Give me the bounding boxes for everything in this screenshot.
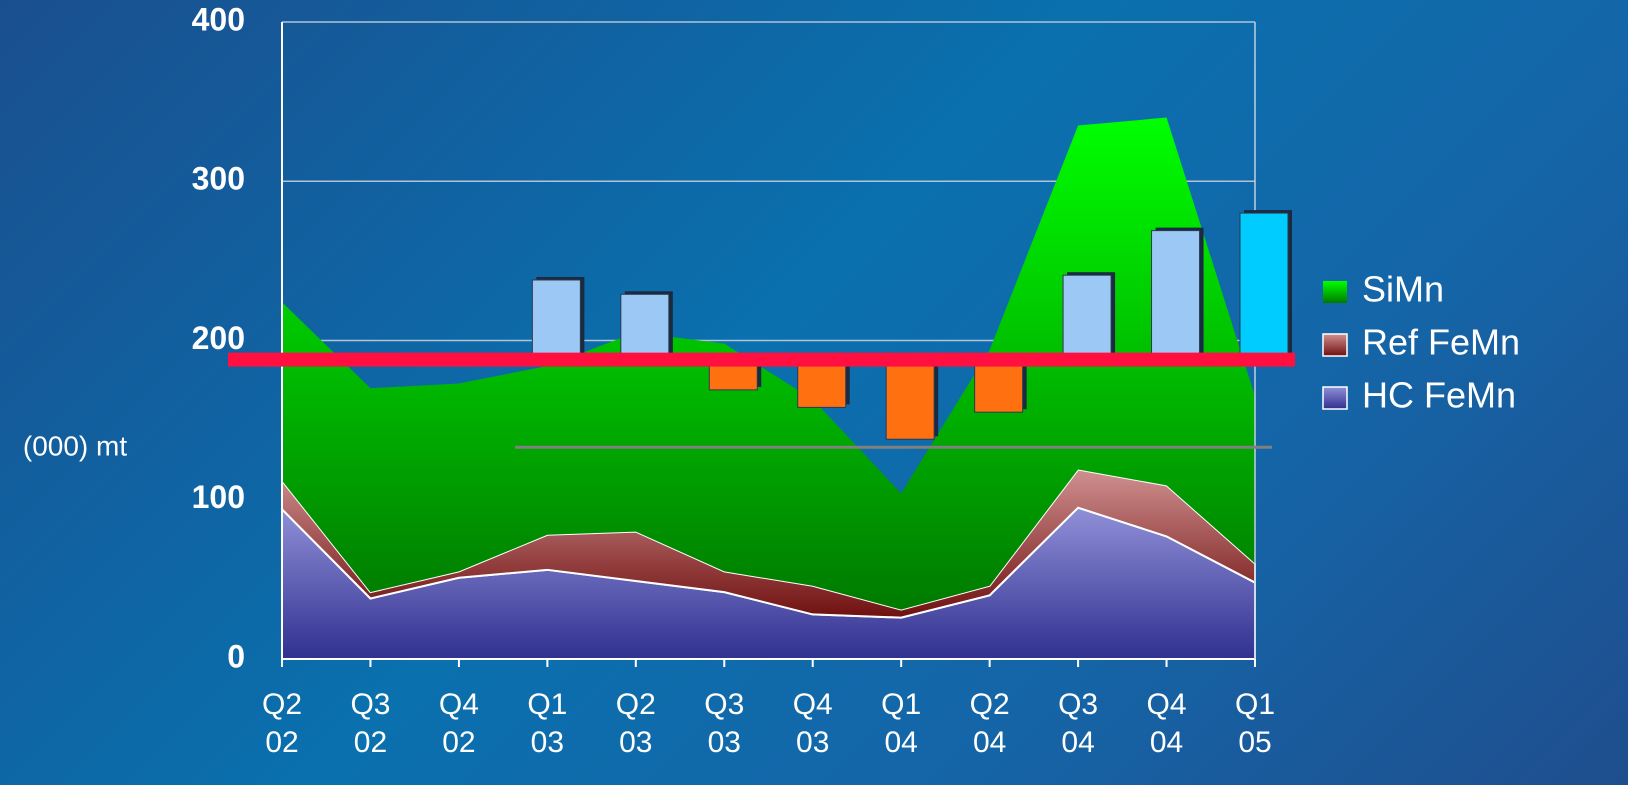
x-tick-label: Q4 04: [1146, 688, 1187, 759]
bar: [1239, 212, 1289, 361]
y-tick-label: 300: [192, 161, 245, 197]
x-tick-label: Q1 04: [881, 688, 922, 759]
bar: [620, 293, 670, 361]
area: [282, 117, 1255, 610]
x-tick-label: Q3 04: [1058, 688, 1099, 759]
y-axis-label: (000) mt: [23, 430, 127, 461]
bar: [531, 279, 581, 361]
legend-label: HC FeMn: [1362, 375, 1516, 416]
x-tick-label: Q2 02: [261, 688, 303, 759]
x-tick-label: Q3 02: [350, 688, 391, 759]
x-tick-label: Q1 03: [527, 688, 568, 759]
y-tick-label: 200: [192, 320, 245, 356]
bar: [1062, 274, 1112, 361]
y-tick-label: 100: [192, 479, 245, 515]
x-tick-label: Q2 03: [615, 688, 656, 759]
bar: [885, 359, 935, 440]
legend-swatch: [1323, 281, 1347, 303]
legend-swatch: [1322, 386, 1348, 410]
x-tick-label: Q2 04: [969, 688, 1010, 759]
bar: [797, 359, 847, 408]
bar: [1151, 230, 1201, 361]
y-tick-label: 400: [192, 1, 245, 37]
legend-label: SiMn: [1362, 269, 1444, 310]
x-tick-label: Q3 03: [704, 688, 745, 759]
x-tick-label: Q4 03: [792, 688, 833, 759]
y-tick-label: 0: [227, 638, 245, 674]
bar: [974, 359, 1024, 413]
legend-swatch: [1322, 333, 1348, 357]
x-tick-label: Q4 02: [438, 688, 479, 759]
legend-label: Ref FeMn: [1362, 322, 1520, 363]
x-tick-label: Q1 05: [1234, 688, 1276, 759]
